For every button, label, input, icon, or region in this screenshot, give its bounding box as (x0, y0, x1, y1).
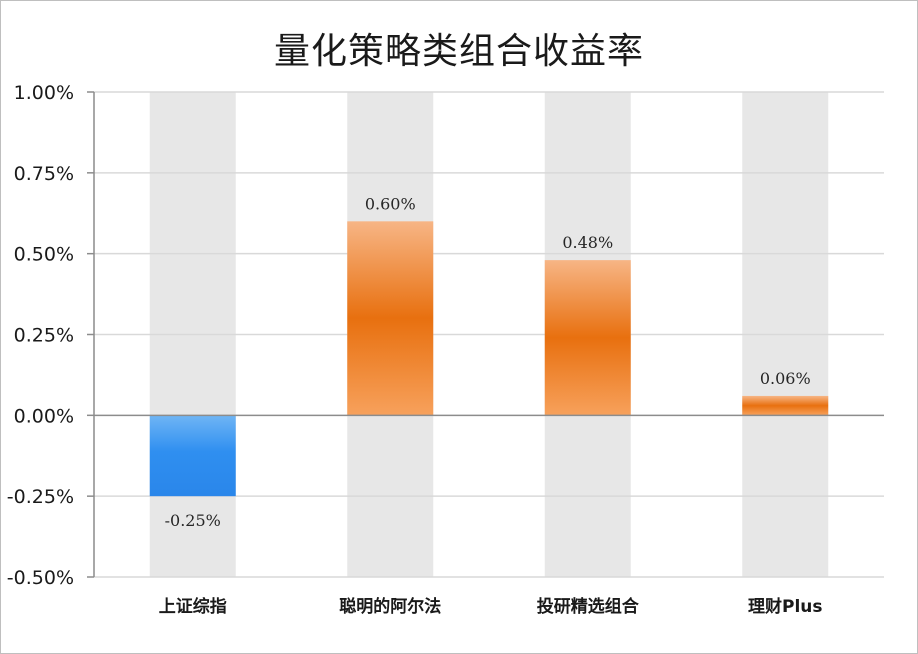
bar-上证综指 (149, 415, 236, 497)
chart-title: 量化策略类组合收益率 (273, 31, 644, 72)
category-label: 聪明的阿尔法 (339, 596, 441, 617)
category-label: 理财Plus (748, 596, 823, 617)
bar-投研精选组合 (544, 260, 631, 416)
data-label: 0.06% (760, 369, 811, 388)
y-tick-label: -0.50% (7, 567, 74, 589)
bar-理财Plus (742, 395, 829, 416)
category-label: 投研精选组合 (537, 596, 640, 617)
y-tick-label: 1.00% (14, 82, 74, 104)
data-label: 0.60% (365, 194, 416, 213)
y-tick-label: 0.25% (14, 325, 74, 347)
y-tick-label: 0.75% (14, 163, 74, 185)
data-label: 0.48% (562, 233, 613, 252)
y-tick-label: -0.25% (7, 486, 74, 508)
category-label: 上证综指 (159, 596, 227, 617)
y-tick-label: 0.00% (14, 405, 74, 427)
data-label: -0.25% (165, 511, 221, 530)
y-tick-label: 0.50% (14, 244, 74, 266)
bar-聪明的阿尔法 (347, 221, 434, 416)
